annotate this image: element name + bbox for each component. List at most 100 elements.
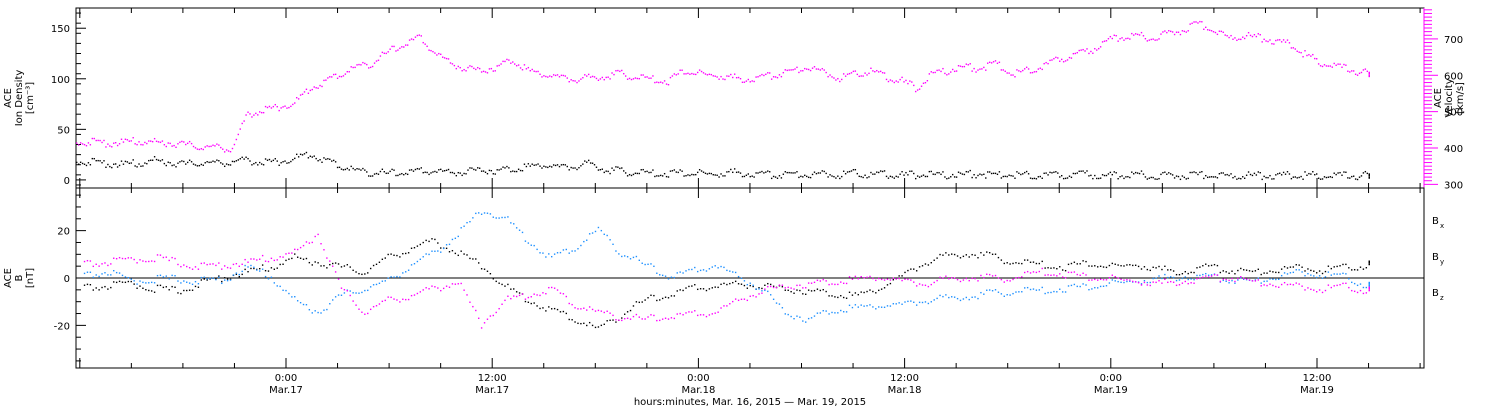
bottom-point <box>653 294 655 297</box>
bottom-point <box>273 259 276 262</box>
top-point <box>391 168 393 171</box>
top-point <box>558 165 561 168</box>
bottom-point <box>1242 278 1245 280</box>
bottom-point <box>793 292 795 294</box>
bottom-point <box>758 288 760 290</box>
bottom-point <box>986 251 988 253</box>
bottom-point <box>238 265 240 268</box>
bottom-point <box>153 282 156 284</box>
bottom-point <box>253 258 255 260</box>
top-point <box>233 143 236 146</box>
top-point <box>177 143 179 145</box>
bottom-point <box>705 289 708 292</box>
bottom-point <box>717 311 719 313</box>
top-point <box>1125 176 1127 178</box>
top-point <box>628 173 631 176</box>
bottom-point <box>767 285 769 288</box>
top-point <box>695 73 697 76</box>
top-point <box>696 71 699 74</box>
top-point <box>1170 173 1172 175</box>
bottom-point <box>1289 283 1292 286</box>
top-point <box>535 70 537 73</box>
top-point <box>447 168 450 171</box>
bottom-point <box>1295 269 1297 271</box>
top-point <box>395 174 397 177</box>
top-point <box>922 82 925 84</box>
bottom-point <box>726 269 728 272</box>
top-point <box>942 67 944 70</box>
top-point <box>1068 56 1071 59</box>
top-point <box>595 166 598 168</box>
legend-entry: B <box>1432 252 1439 263</box>
top-point <box>1356 74 1359 76</box>
bottom-point <box>405 252 407 255</box>
bottom-point <box>460 227 462 229</box>
top-point <box>260 111 263 114</box>
bottom-point <box>746 299 749 302</box>
bottom-point <box>1041 260 1043 263</box>
top-point <box>1136 172 1139 174</box>
top-point <box>1306 174 1308 176</box>
bottom-point <box>755 288 757 290</box>
top-point <box>190 142 193 145</box>
bottom-point <box>1359 266 1362 268</box>
top-point <box>831 175 833 177</box>
bottom-point <box>542 307 544 309</box>
bottom-point <box>288 252 290 254</box>
top-point <box>1312 171 1314 173</box>
bottom-point <box>1097 279 1099 281</box>
bottom-point <box>518 292 521 294</box>
bottom-point <box>118 256 121 259</box>
top-point <box>895 175 897 178</box>
bottom-point <box>553 307 556 310</box>
bottom-point <box>644 318 646 320</box>
bottom-point <box>1327 271 1330 273</box>
bottom-point <box>545 293 547 295</box>
top-point <box>572 167 574 169</box>
top-point <box>930 170 932 173</box>
top-point <box>897 176 899 178</box>
bottom-point <box>586 324 588 327</box>
bottom-point <box>548 306 550 308</box>
bottom-point <box>688 311 690 313</box>
bottom-point <box>842 296 845 299</box>
top-point <box>366 171 368 173</box>
top-point <box>416 34 419 37</box>
bottom-point <box>1099 285 1102 288</box>
top-point <box>243 120 245 122</box>
top-point <box>1337 172 1339 174</box>
top-point <box>788 171 790 174</box>
bottom-point <box>294 296 296 298</box>
top-point <box>833 77 835 79</box>
top-point <box>1228 36 1230 39</box>
bottom-point <box>180 265 182 268</box>
top-point <box>305 151 308 154</box>
bottom-point <box>1143 281 1146 284</box>
bottom-point <box>221 280 223 283</box>
top-point <box>942 171 944 173</box>
top-point <box>611 167 613 169</box>
top-point <box>889 175 892 178</box>
top-point <box>157 159 160 161</box>
top-point <box>500 168 502 170</box>
top-point <box>93 137 95 140</box>
bottom-point <box>740 283 743 285</box>
top-point <box>136 166 138 168</box>
bottom-point <box>787 289 789 292</box>
bottom-point <box>1059 288 1061 290</box>
top-point <box>889 79 892 81</box>
bottom-point <box>1137 265 1140 268</box>
bottom-point <box>670 276 673 278</box>
top-point <box>854 168 857 171</box>
bottom-point <box>393 298 395 300</box>
bottom-point <box>828 313 830 315</box>
top-point <box>1088 175 1090 177</box>
bottom-point <box>183 289 185 292</box>
top-point <box>387 51 389 53</box>
bottom-point <box>504 299 506 302</box>
bottom-point <box>1184 280 1187 283</box>
bottom-point <box>755 296 757 298</box>
top-point <box>749 81 751 83</box>
top-point <box>1265 176 1267 179</box>
bottom-point <box>422 256 424 258</box>
